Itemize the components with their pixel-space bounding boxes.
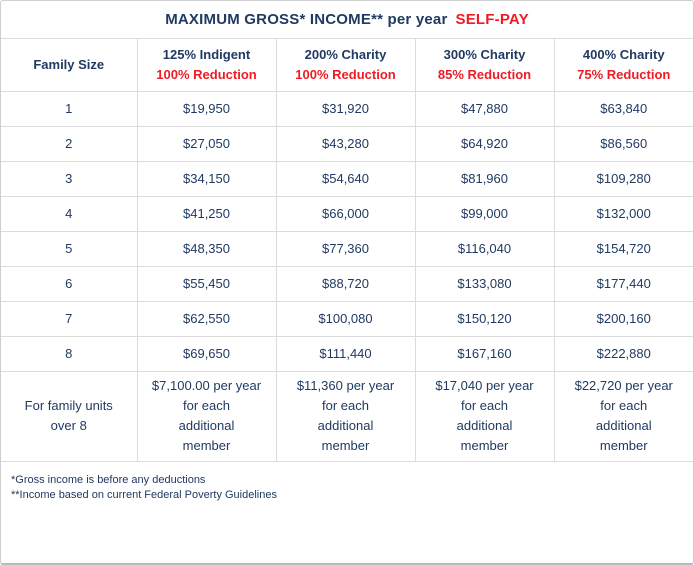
family-size-cell: 4 [1, 195, 137, 231]
family-size-cell: 2 [1, 125, 137, 161]
header-col-reduction: 100% Reduction [156, 66, 257, 82]
header-row: Family Size 125% Indigent 100% Reduction… [1, 37, 693, 91]
header-col-125-indigent: 125% Indigent 100% Reduction [136, 37, 276, 91]
header-col-reduction: 75% Reduction [577, 66, 671, 82]
income-cell: $31,920 [275, 90, 415, 126]
income-cell: $200,160 [553, 300, 693, 336]
title-row: MAXIMUM GROSS* INCOME** per year SELF-PAY [1, 1, 693, 38]
income-cell: $116,040 [414, 230, 554, 266]
additional-member-cell: $11,360 per year for each additional mem… [275, 370, 415, 461]
additional-member-cell: $17,040 per year for each additional mem… [414, 370, 554, 461]
income-cell: $177,440 [553, 265, 693, 301]
family-size-cell: 1 [1, 90, 137, 126]
footnote-poverty-guidelines: **Income based on current Federal Povert… [11, 489, 277, 502]
income-cell: $109,280 [553, 160, 693, 196]
income-cell: $132,000 [553, 195, 693, 231]
footnote-gross-income: *Gross income is before any deductions [11, 473, 206, 486]
table-row: 6 $55,450 $88,720 $133,080 $177,440 [1, 265, 693, 301]
income-cell: $54,640 [275, 160, 415, 196]
table-row: 8 $69,650 $111,440 $167,160 $222,880 [1, 335, 693, 371]
family-size-cell: 5 [1, 230, 137, 266]
income-cell: $99,000 [414, 195, 554, 231]
table-title-selfpay: SELF-PAY [455, 10, 529, 28]
header-col-400-charity: 400% Charity 75% Reduction [553, 37, 693, 91]
header-col-reduction: 100% Reduction [295, 66, 396, 82]
income-cell: $48,350 [136, 230, 276, 266]
income-cell: $64,920 [414, 125, 554, 161]
income-cell: $69,650 [136, 335, 276, 371]
header-col-label: 125% Indigent [162, 47, 251, 62]
table-row: 1 $19,950 $31,920 $47,880 $63,840 [1, 90, 693, 126]
header-col-reduction: 85% Reduction [437, 66, 532, 82]
table-row: 5 $48,350 $77,360 $116,040 $154,720 [1, 230, 693, 266]
income-cell: $222,880 [553, 335, 693, 371]
income-cell: $19,950 [136, 90, 276, 126]
header-col-200-charity: 200% Charity 100% Reduction [275, 37, 415, 91]
additional-member-cell: $22,720 per year for each additional mem… [553, 370, 693, 461]
income-cell: $27,050 [136, 125, 276, 161]
income-cell: $100,080 [275, 300, 415, 336]
table-row: 7 $62,550 $100,080 $150,120 $200,160 [1, 300, 693, 336]
income-cell: $81,960 [414, 160, 554, 196]
header-col-label: 400% Charity [582, 47, 665, 62]
income-cell: $154,720 [553, 230, 693, 266]
income-cell: $34,150 [136, 160, 276, 196]
table-row: 2 $27,050 $43,280 $64,920 $86,560 [1, 125, 693, 161]
income-cell: $62,550 [136, 300, 276, 336]
footnote-row: *Gross income is before any deductions *… [1, 460, 693, 563]
family-size-cell: 8 [1, 335, 137, 371]
header-col-label: 200% Charity [304, 47, 387, 62]
table-row: 4 $41,250 $66,000 $99,000 $132,000 [1, 195, 693, 231]
income-cell: $63,840 [553, 90, 693, 126]
family-size-cell: 7 [1, 300, 137, 336]
family-size-over-8-cell: For family units over 8 [1, 370, 137, 461]
income-cell: $55,450 [136, 265, 276, 301]
table-title: MAXIMUM GROSS* INCOME** per year SELF-PAY [1, 1, 693, 38]
footnotes: *Gross income is before any deductions *… [1, 460, 693, 563]
income-cell: $43,280 [275, 125, 415, 161]
family-size-cell: 6 [1, 265, 137, 301]
income-cell: $167,160 [414, 335, 554, 371]
income-cell: $111,440 [275, 335, 415, 371]
additional-member-cell: $7,100.00 per year for each additional m… [136, 370, 276, 461]
income-cell: $150,120 [414, 300, 554, 336]
income-cell: $41,250 [136, 195, 276, 231]
header-col-300-charity: 300% Charity 85% Reduction [414, 37, 554, 91]
over-8-row: For family units over 8 $7,100.00 per ye… [1, 370, 693, 461]
income-cell: $86,560 [553, 125, 693, 161]
income-cell: $133,080 [414, 265, 554, 301]
header-col-label: 300% Charity [443, 47, 526, 62]
income-cell: $88,720 [275, 265, 415, 301]
header-family-size: Family Size [1, 37, 137, 91]
income-cell: $77,360 [275, 230, 415, 266]
table-row: 3 $34,150 $54,640 $81,960 $109,280 [1, 160, 693, 196]
family-size-cell: 3 [1, 160, 137, 196]
table-title-main: MAXIMUM GROSS* INCOME** per year [165, 10, 448, 28]
income-cell: $66,000 [275, 195, 415, 231]
income-cell: $47,880 [414, 90, 554, 126]
